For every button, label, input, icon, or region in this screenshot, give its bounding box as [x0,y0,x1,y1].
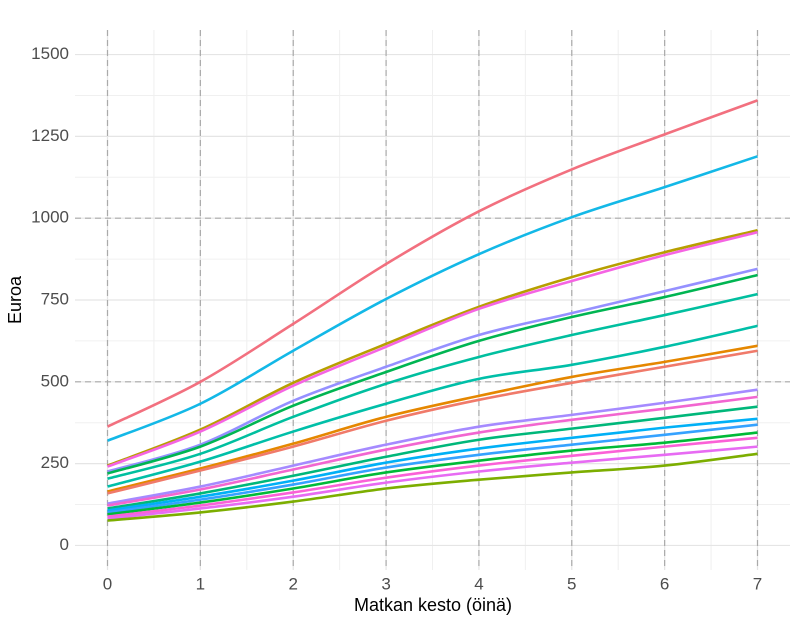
y-tick-label: 1500 [31,44,69,63]
line [107,292,758,480]
line [107,417,758,512]
line [107,431,758,516]
line [107,452,758,522]
y-tick-label: 500 [41,371,69,390]
line [107,155,758,442]
x-axis-label: Matkan kesto (öinä) [354,595,512,615]
x-tick-label: 6 [660,574,669,593]
x-tick-label: 1 [196,574,205,593]
y-tick-label: 250 [41,453,69,472]
line [107,267,758,473]
line [107,344,758,493]
x-tick-label: 2 [288,574,297,593]
y-tick-label: 1250 [31,126,69,145]
line [107,445,758,520]
line [107,324,758,488]
line [107,395,758,507]
y-tick-label: 1000 [31,208,69,227]
line [107,436,758,518]
x-tick-label: 0 [103,574,112,593]
x-tick-label: 5 [567,574,576,593]
line [107,388,758,505]
x-tick-label: 7 [753,574,762,593]
x-tick-label: 4 [474,574,483,593]
line [106,99,758,428]
line [107,229,758,467]
line [107,273,758,475]
line [107,230,758,468]
y-tick-label: 750 [41,289,69,308]
y-axis-label: Euroa [5,275,25,324]
line [107,423,758,514]
line [107,349,758,495]
line [107,405,758,510]
x-tick-label: 3 [381,574,390,593]
y-tick-label: 0 [60,535,69,554]
